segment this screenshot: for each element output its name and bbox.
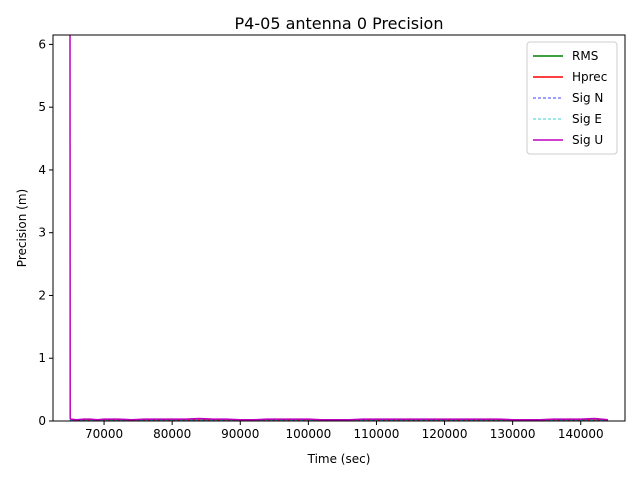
y-axis-label: Precision (m): [15, 189, 29, 267]
x-tick-label: 70000: [85, 427, 123, 441]
x-tick-label: 130000: [490, 427, 536, 441]
legend-label-sig-u: Sig U: [572, 133, 603, 147]
y-tick-label: 2: [38, 288, 46, 302]
y-tick-label: 4: [38, 163, 46, 177]
y-tick-label: 6: [38, 37, 46, 51]
legend-label-sig-e: Sig E: [572, 112, 602, 126]
y-tick-label: 0: [38, 414, 46, 428]
x-tick-label: 110000: [354, 427, 400, 441]
series-layer: [69, 35, 609, 421]
y-tick-label: 1: [38, 351, 46, 365]
y-tick-label: 5: [38, 100, 46, 114]
series-line-sig-u: [69, 35, 609, 421]
x-axis-label: Time (sec): [307, 452, 371, 466]
plot-frame: [52, 34, 626, 422]
x-axis: 70000 80000 90000 100000 110000 120000 130000 1…: [85, 421, 604, 441]
y-tick-label: 3: [38, 226, 46, 240]
y-axis: 0 1 2 3 4 5 6: [38, 37, 53, 428]
legend-box: [526, 41, 618, 155]
legend: RMS Hprec Sig N Sig E Sig U: [526, 41, 618, 155]
legend-label-hprec: Hprec: [572, 70, 607, 84]
legend-label-rms: RMS: [572, 49, 598, 63]
legend-label-sig-n: Sig N: [572, 91, 603, 105]
x-tick-label: 140000: [558, 427, 604, 441]
plot-area: [52, 34, 626, 422]
x-tick-label: 120000: [422, 427, 468, 441]
x-tick-label: 80000: [153, 427, 191, 441]
x-tick-label: 100000: [285, 427, 331, 441]
x-tick-label: 90000: [221, 427, 259, 441]
chart-title: P4-05 antenna 0 Precision: [235, 14, 444, 33]
